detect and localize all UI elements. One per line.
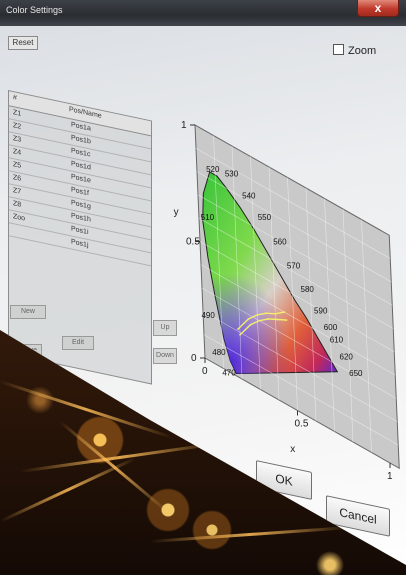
x-tick-label: 0.5 bbox=[295, 419, 309, 430]
grid-line-y bbox=[198, 217, 394, 329]
y-tick-label: 1 bbox=[181, 120, 187, 131]
x-tick-label: 1 bbox=[387, 471, 393, 482]
wavelength-label: 600 bbox=[324, 323, 338, 332]
wavelength-label: 620 bbox=[340, 353, 354, 362]
x-tick-label: 0 bbox=[202, 366, 208, 377]
grid-line-y bbox=[201, 287, 397, 399]
grid-line-x bbox=[324, 198, 335, 432]
wavelength-label: 590 bbox=[314, 306, 328, 315]
wavelength-label: 530 bbox=[225, 170, 239, 179]
wavelength-label: 580 bbox=[301, 285, 315, 294]
wavelength-label: 610 bbox=[330, 336, 344, 345]
y-tick-label: 0.5 bbox=[186, 237, 200, 248]
wavelength-label: 510 bbox=[201, 213, 215, 222]
reset-button[interactable]: Reset bbox=[8, 36, 38, 50]
wavelength-label: 550 bbox=[258, 213, 272, 222]
data-point bbox=[276, 318, 279, 321]
wavelength-label: 520 bbox=[206, 165, 220, 174]
edit-button[interactable]: Edit bbox=[62, 336, 94, 350]
grid-line-y bbox=[196, 171, 392, 283]
wavelength-label: 540 bbox=[242, 192, 256, 201]
data-point bbox=[247, 318, 250, 320]
zoom-label: Zoom bbox=[348, 45, 377, 57]
up-button[interactable]: Up bbox=[153, 320, 177, 336]
series-line-1 bbox=[239, 318, 287, 336]
x-axis-label: x bbox=[290, 444, 295, 455]
checkbox-icon[interactable] bbox=[333, 44, 344, 55]
wavelength-label: 480 bbox=[212, 348, 226, 357]
data-point bbox=[258, 319, 261, 322]
data-point bbox=[265, 312, 268, 315]
grid-line-y bbox=[202, 311, 398, 422]
wavelength-label: 490 bbox=[201, 311, 215, 320]
down-button[interactable]: Down bbox=[153, 348, 177, 364]
data-point bbox=[267, 318, 270, 320]
y-tick-label: 0 bbox=[191, 353, 197, 364]
window-title: Color Settings bbox=[6, 5, 63, 15]
wavelength-label: 570 bbox=[287, 261, 301, 270]
grid-line-x bbox=[342, 208, 354, 443]
title-bar: Color Settings x bbox=[0, 0, 406, 26]
grid-line-y bbox=[195, 148, 391, 259]
grid-line-y bbox=[199, 241, 395, 353]
new-button[interactable]: New bbox=[10, 305, 46, 319]
data-point bbox=[249, 323, 252, 326]
zoom-checkbox[interactable]: Zoom bbox=[333, 44, 376, 57]
grid-line-y bbox=[200, 264, 396, 376]
grid-line-x bbox=[361, 219, 372, 453]
data-point bbox=[285, 319, 288, 321]
close-button[interactable]: x bbox=[357, 0, 399, 17]
data-point bbox=[256, 314, 259, 316]
grid-line-y bbox=[203, 334, 399, 446]
wavelength-label: 560 bbox=[273, 238, 287, 247]
grid-line-x bbox=[305, 187, 317, 422]
data-point bbox=[239, 333, 242, 336]
grid-line-y bbox=[197, 194, 393, 306]
wavelength-label: 470 bbox=[222, 369, 236, 378]
y-axis-label: y bbox=[174, 207, 179, 218]
series-line-0 bbox=[237, 311, 285, 330]
data-point bbox=[274, 312, 277, 315]
wavelength-label: 650 bbox=[349, 369, 363, 378]
data-point bbox=[283, 311, 286, 313]
data-point bbox=[237, 328, 239, 330]
